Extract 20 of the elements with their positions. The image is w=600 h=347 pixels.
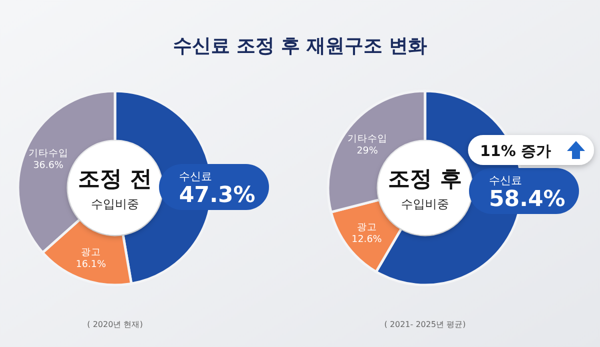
- slice-label: 수신료: [179, 170, 212, 183]
- text: ( 2021- 2025년 평균): [384, 320, 466, 329]
- text: 수입비중: [91, 197, 139, 211]
- slice-label: 광고: [356, 222, 377, 234]
- text: 수입비중: [401, 197, 449, 211]
- slice-label: 기타수입: [28, 148, 68, 160]
- data-label: 36.6%: [33, 160, 64, 172]
- text: 11% 증가: [480, 142, 552, 160]
- text: ( 2020년 현재): [87, 320, 143, 329]
- text: 조정 전: [78, 167, 152, 192]
- text: 수신료 조정 후 재원구조 변화: [172, 35, 428, 57]
- data-label: 16.1%: [76, 258, 106, 270]
- data-label: 29%: [356, 145, 378, 156]
- slice-label: 수신료: [489, 174, 522, 187]
- slice-label: 광고: [80, 246, 101, 258]
- data-label: 12.6%: [352, 234, 382, 246]
- data-label: 47.3%: [179, 183, 256, 208]
- data-label: 58.4%: [489, 187, 566, 212]
- text: 조정 후: [388, 167, 462, 192]
- slice-label: 기타수입: [347, 133, 388, 144]
